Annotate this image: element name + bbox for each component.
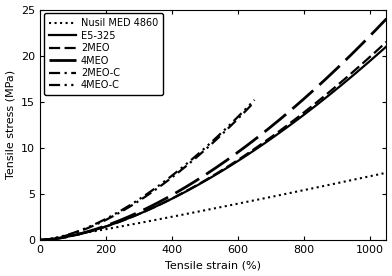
Y-axis label: Tensile stress (MPa): Tensile stress (MPa) bbox=[5, 70, 16, 179]
4MEO-C bbox=[67, 233, 71, 236]
E5-325 bbox=[129, 216, 134, 219]
2MEO-C bbox=[252, 100, 257, 104]
E5-325 bbox=[381, 48, 385, 51]
4MEO bbox=[381, 21, 385, 24]
Nusil MED 4860 bbox=[381, 172, 385, 175]
Nusil MED 4860 bbox=[84, 231, 89, 234]
2MEO bbox=[84, 231, 89, 234]
2MEO bbox=[129, 216, 134, 219]
X-axis label: Tensile strain (%): Tensile strain (%) bbox=[165, 261, 261, 270]
2MEO bbox=[88, 230, 93, 233]
4MEO bbox=[129, 214, 134, 217]
Line: Nusil MED 4860: Nusil MED 4860 bbox=[40, 173, 387, 240]
Nusil MED 4860 bbox=[257, 198, 261, 201]
4MEO-C bbox=[173, 171, 178, 174]
4MEO bbox=[195, 178, 200, 182]
2MEO bbox=[195, 183, 200, 187]
Line: 2MEO: 2MEO bbox=[40, 42, 387, 240]
2MEO bbox=[381, 43, 385, 47]
Nusil MED 4860 bbox=[38, 238, 42, 242]
4MEO bbox=[38, 238, 42, 242]
4MEO bbox=[257, 135, 261, 138]
2MEO bbox=[257, 144, 261, 147]
2MEO-C bbox=[94, 223, 99, 226]
Line: 2MEO-C: 2MEO-C bbox=[40, 102, 254, 240]
4MEO bbox=[84, 230, 89, 234]
2MEO bbox=[384, 40, 389, 44]
2MEO-C bbox=[173, 173, 178, 176]
E5-325 bbox=[384, 45, 389, 48]
Line: E5-325: E5-325 bbox=[40, 46, 387, 240]
2MEO-C bbox=[135, 200, 140, 203]
4MEO-C bbox=[69, 232, 74, 235]
2MEO-C bbox=[250, 102, 255, 106]
E5-325 bbox=[195, 184, 200, 187]
4MEO-C bbox=[252, 98, 257, 102]
4MEO-C bbox=[135, 199, 140, 202]
E5-325 bbox=[88, 230, 93, 233]
2MEO-C bbox=[38, 238, 42, 242]
E5-325 bbox=[84, 231, 89, 234]
E5-325 bbox=[257, 145, 261, 149]
4MEO bbox=[384, 17, 389, 20]
4MEO-C bbox=[38, 238, 42, 242]
4MEO-C bbox=[250, 100, 255, 104]
Legend: Nusil MED 4860, E5-325, 2MEO, 4MEO, 2MEO-C, 4MEO-C: Nusil MED 4860, E5-325, 2MEO, 4MEO, 2MEO… bbox=[44, 14, 163, 95]
E5-325 bbox=[38, 238, 42, 242]
2MEO-C bbox=[69, 232, 74, 236]
Line: 4MEO-C: 4MEO-C bbox=[40, 100, 254, 240]
Nusil MED 4860 bbox=[195, 210, 200, 213]
Nusil MED 4860 bbox=[129, 223, 134, 226]
2MEO-C bbox=[67, 233, 71, 237]
4MEO-C bbox=[94, 222, 99, 225]
Line: 4MEO: 4MEO bbox=[40, 19, 387, 240]
2MEO bbox=[38, 238, 42, 242]
4MEO bbox=[88, 229, 93, 232]
Nusil MED 4860 bbox=[384, 171, 389, 174]
Nusil MED 4860 bbox=[88, 230, 93, 233]
